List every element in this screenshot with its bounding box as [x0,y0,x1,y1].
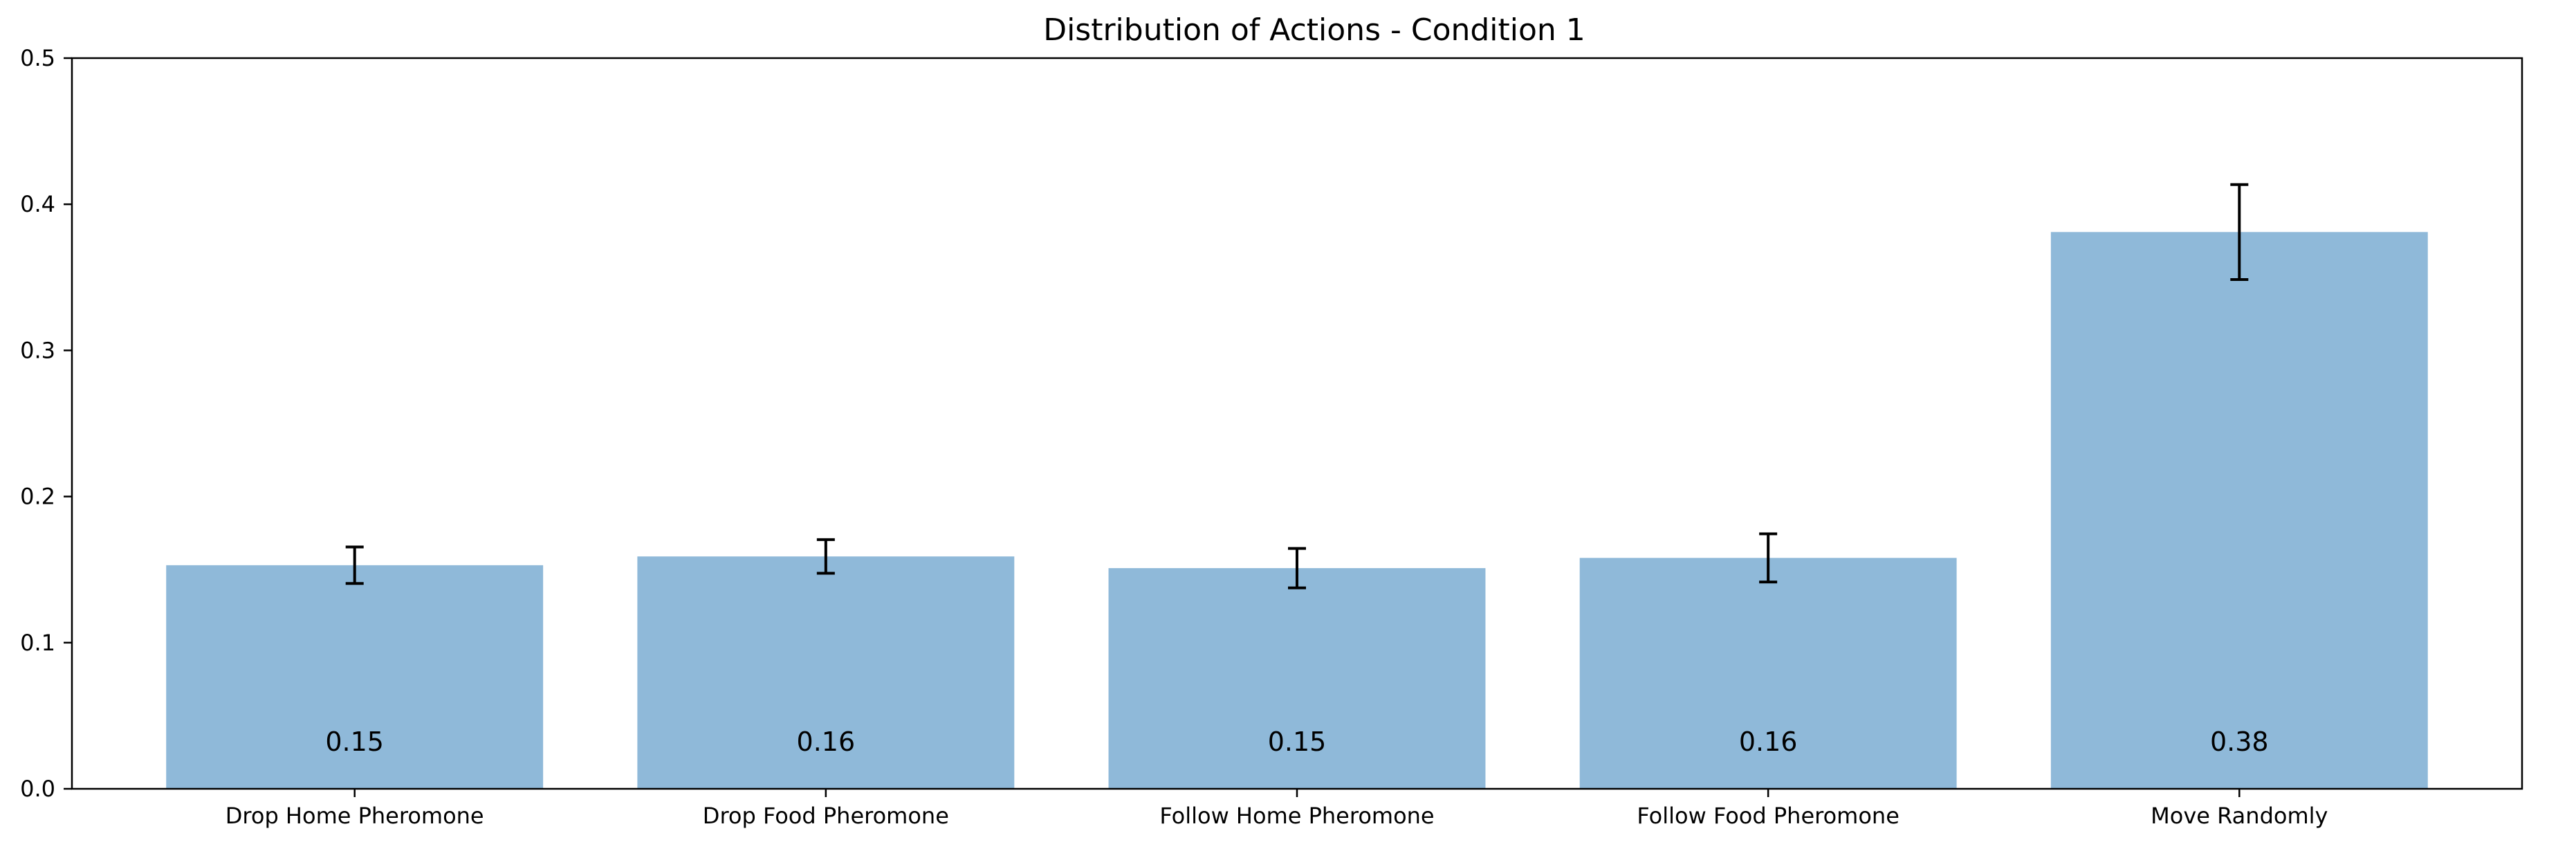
x-axis: Drop Home Pheromone Drop Food Pheromone Fo… [226,789,2328,829]
bar-2 [1108,568,1486,789]
bar-4 [2050,232,2428,789]
x-tick-label-0: Drop Home Pheromone [226,803,484,829]
y-axis: 0.0 0.1 0.2 0.3 0.4 0.5 [20,45,72,802]
bar-value-label-1: 0.16 [797,727,856,757]
y-tick-label-5: 0.5 [20,45,55,71]
bar-0 [166,565,544,789]
error-bars-layer [345,183,2249,590]
bar-value-label-3: 0.16 [1739,727,1798,757]
bar-value-labels: 0.15 0.16 0.15 0.16 0.38 [325,727,2268,757]
chart-title: Distribution of Actions - Condition 1 [1043,12,1585,48]
bar-1 [637,556,1015,789]
x-tick-label-4: Move Randomly [2151,803,2328,829]
y-tick-label-4: 0.4 [20,191,55,217]
bars-layer [166,232,2428,789]
x-tick-label-2: Follow Home Pheromone [1159,803,1434,829]
y-tick-label-2: 0.2 [20,484,55,510]
bar-value-label-2: 0.15 [1268,727,1327,757]
x-tick-label-1: Drop Food Pheromone [703,803,949,829]
bar-value-label-0: 0.15 [325,727,384,757]
y-tick-label-0: 0.0 [20,776,55,802]
x-tick-label-3: Follow Food Pheromone [1637,803,1899,829]
bar-3 [1579,558,1957,789]
y-tick-label-3: 0.3 [20,337,55,363]
y-tick-label-1: 0.1 [20,630,55,656]
bar-value-label-4: 0.38 [2210,727,2269,757]
